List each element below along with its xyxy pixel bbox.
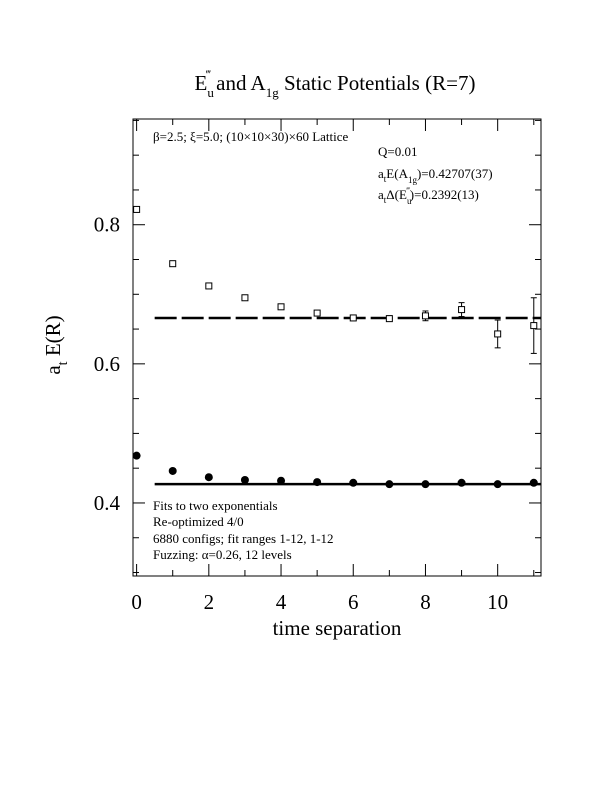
annotation: β=2.5; ξ=5.0; (10×10×30)×60 Lattice xyxy=(153,129,349,144)
x-tick-label: 10 xyxy=(487,590,508,614)
point xyxy=(421,480,430,489)
point xyxy=(277,476,286,485)
x-tick-label: 2 xyxy=(204,590,215,614)
y-axis-label: at E(R) xyxy=(41,315,71,374)
point xyxy=(421,312,429,320)
point xyxy=(313,309,321,317)
point xyxy=(493,480,502,489)
point xyxy=(133,205,141,213)
point xyxy=(385,315,393,323)
chart-title: Eu ‴ and A1g Static Potentials (R=7) xyxy=(195,67,476,100)
y-label-part: a xyxy=(41,365,65,375)
annotation-part: E(A xyxy=(386,166,408,181)
annotation: Re-optimized 4/0 xyxy=(153,514,244,529)
annotation: 6880 configs; fit ranges 1-12, 1-12 xyxy=(153,531,334,546)
y-tick-label: 0.6 xyxy=(94,352,120,376)
annotation-part: Q=0.01 xyxy=(378,144,417,159)
title-sup: ‴ xyxy=(206,67,211,81)
point xyxy=(349,478,358,487)
x-tick-label: 4 xyxy=(276,590,287,614)
x-tick-label: 6 xyxy=(348,590,359,614)
title-part: and A xyxy=(211,71,267,95)
point xyxy=(385,480,394,489)
point xyxy=(530,322,538,330)
annotation-part: Δ(E xyxy=(386,187,407,202)
point xyxy=(457,478,466,487)
title-sub: u xyxy=(207,85,214,100)
annotation-part: a xyxy=(378,187,384,202)
annotation-part: a xyxy=(378,166,384,181)
title-sub: 1g xyxy=(266,85,280,100)
y-tick-label: 0.8 xyxy=(94,213,120,237)
annotations-bottom: Fits to two exponentials Re-optimized 4/… xyxy=(153,498,334,562)
point xyxy=(529,478,538,487)
annotation-sup: ‴ xyxy=(406,186,410,195)
annotation-sub: u xyxy=(407,196,412,206)
annotation: Q=0.01 xyxy=(378,144,417,159)
annotation-sub: t xyxy=(384,195,387,205)
annotation-part: )=0.42707(37) xyxy=(417,166,493,181)
annotations-top: β=2.5; ξ=5.0; (10×10×30)×60 Lattice Q=0.… xyxy=(153,129,493,206)
point xyxy=(349,314,357,322)
annotation-part: )=0.2392(13) xyxy=(410,187,479,202)
annotation-sub: 1g xyxy=(408,175,418,185)
point xyxy=(205,282,213,290)
point xyxy=(168,466,177,475)
point xyxy=(241,294,249,302)
annotation: atΔ(Eu‴)=0.2392(13) xyxy=(378,186,479,206)
x-tick-label: 8 xyxy=(420,590,431,614)
y-label-sub: t xyxy=(56,361,71,365)
annotation-sub: t xyxy=(384,174,387,184)
annotation: Fuzzing: α=0.26, 12 levels xyxy=(153,547,292,562)
point xyxy=(313,478,322,487)
x-tick-label: 0 xyxy=(131,590,142,614)
title-part: E xyxy=(195,71,208,95)
plot-frame xyxy=(132,118,542,577)
x-axis-label: time separation xyxy=(273,616,402,640)
point xyxy=(494,330,502,338)
annotation: Fits to two exponentials xyxy=(153,498,278,513)
title-part: Static Potentials (R=7) xyxy=(279,71,476,95)
point xyxy=(458,306,466,314)
y-tick-label: 0.4 xyxy=(94,491,121,515)
point xyxy=(240,476,249,485)
point xyxy=(132,451,141,460)
annotation-part: β=2.5; ξ=5.0; (10×10×30)×60 Lattice xyxy=(153,129,349,144)
point xyxy=(277,303,285,311)
y-label-part: E(R) xyxy=(41,315,65,361)
point xyxy=(204,473,213,482)
annotation: atE(A1g)=0.42707(37) xyxy=(378,166,493,185)
point xyxy=(169,260,177,268)
